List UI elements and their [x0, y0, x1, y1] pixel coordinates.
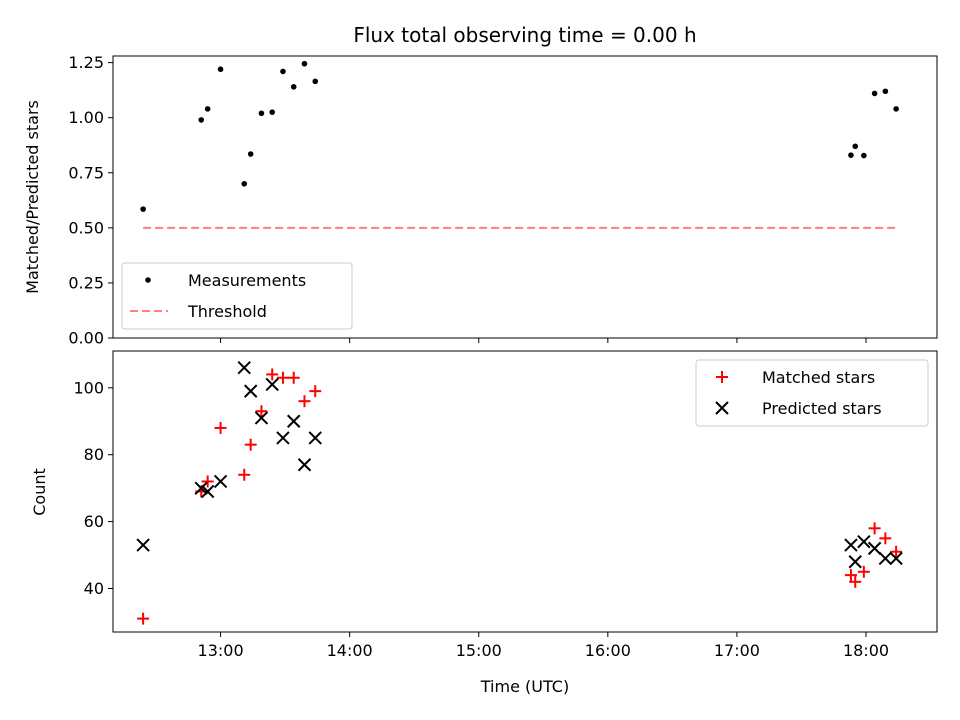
y-tick-label: 40 [84, 579, 104, 598]
matched-star-marker [238, 468, 251, 481]
y-tick-label: 0.75 [68, 163, 104, 182]
predicted-star-marker [213, 474, 228, 489]
matched-star-marker [890, 545, 903, 558]
measurement-point [140, 206, 146, 212]
measurement-point [852, 143, 859, 150]
measurement-point [198, 117, 205, 123]
bottom-xlabel: Time (UTC) [480, 677, 569, 696]
matched-star-marker [298, 395, 311, 408]
y-tick-label: 1.00 [68, 108, 104, 127]
predicted-star-marker [287, 414, 301, 428]
predicted-star-marker [194, 481, 208, 495]
matched-star-marker [137, 612, 150, 625]
y-tick-label: 60 [84, 512, 104, 531]
matched-star-marker [276, 371, 289, 384]
legend-label: Threshold [187, 302, 267, 321]
y-tick-label: 80 [84, 445, 104, 464]
measurement-point [301, 60, 308, 67]
chart-title: Flux total observing time = 0.00 h [353, 23, 696, 47]
legend-label: Predicted stars [762, 399, 882, 418]
measurement-point [871, 90, 878, 97]
measurement-point [247, 151, 254, 157]
count-panel: 40 60 80 100 13:00 14:00 15:00 16:00 17:00 18:00 M… [73, 350, 938, 660]
matched-star-marker [309, 385, 322, 398]
matched-star-marker [849, 575, 862, 588]
matched-star-marker [287, 371, 300, 384]
bottom-ylabel: Count [30, 468, 49, 516]
predicted-star-marker [254, 411, 269, 425]
top-ylabel: Matched/Predicted stars [23, 100, 42, 294]
legend: Measurements Threshold [121, 262, 353, 330]
matched-star-marker [214, 421, 227, 434]
measurement-point [290, 84, 297, 90]
plot-frame [112, 350, 938, 633]
legend-marker-dot [145, 277, 151, 283]
legend-box [121, 262, 353, 330]
ratio-panel: 0.00 0.25 0.50 0.75 1.00 1.25 Measurements Thre… [68, 53, 938, 348]
x-tick-label: 16:00 [585, 641, 631, 660]
legend-marker-x [715, 401, 729, 415]
predicted-star-marker [265, 377, 279, 392]
measurement-point [258, 110, 265, 117]
predicted-star-marker [878, 551, 893, 566]
legend-label: Measurements [188, 271, 306, 290]
measurement-point [241, 180, 248, 187]
predicted-star-marker [308, 431, 322, 445]
measurement-point [312, 78, 319, 85]
predicted-star-marker [297, 458, 312, 472]
matched-star-marker [255, 405, 268, 418]
x-tick-label: 18:00 [843, 641, 889, 660]
y-tick-label: 1.25 [68, 53, 104, 72]
plot-frame [112, 55, 938, 339]
predicted-star-marker [867, 541, 882, 556]
predicted-star-marker [844, 538, 858, 552]
measurement-point [893, 106, 899, 112]
y-tick-label: 0.25 [68, 273, 104, 292]
legend-label: Matched stars [762, 368, 875, 387]
measurement-point [861, 152, 867, 159]
y-tick-label: 100 [73, 378, 104, 397]
x-tick-label: 15:00 [456, 641, 502, 660]
matched-star-marker [879, 532, 892, 545]
matched-star-marker [244, 438, 257, 451]
predicted-star-marker [200, 484, 215, 499]
predicted-star-marker [857, 534, 871, 549]
measurement-point [217, 66, 224, 73]
matched-star-marker [857, 565, 870, 578]
measurement-point [882, 88, 889, 95]
y-tick-label: 0.00 [68, 329, 104, 348]
measurement-point [280, 68, 286, 75]
x-tick-label: 17:00 [714, 641, 760, 660]
predicted-star-marker [243, 384, 258, 398]
x-tick-label: 14:00 [327, 641, 373, 660]
x-tick-label: 13:00 [198, 641, 244, 660]
measurement-point [269, 109, 276, 115]
predicted-star-marker [237, 361, 251, 375]
matched-star-marker [868, 522, 881, 535]
y-tick-label: 0.50 [68, 218, 104, 237]
measurement-point [204, 106, 211, 112]
predicted-star-marker [848, 555, 862, 569]
predicted-star-marker [136, 538, 150, 552]
matched-star-marker [201, 475, 214, 488]
matched-star-marker [266, 368, 279, 381]
predicted-star-marker [889, 551, 903, 566]
measurement-point [848, 152, 854, 158]
legend: Matched stars Predicted stars [695, 359, 929, 427]
predicted-star-marker [276, 431, 290, 445]
matched-star-marker [844, 569, 857, 582]
legend-box [695, 359, 929, 427]
